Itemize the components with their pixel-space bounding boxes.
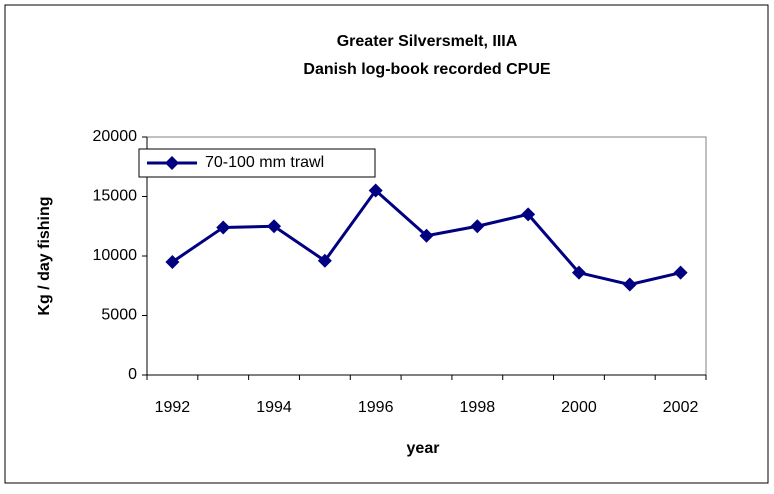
chart-frame: [4, 4, 769, 484]
y-tick-label: 10000: [93, 247, 138, 264]
y-axis-label: Kg / day fishing: [36, 196, 53, 315]
y-tick-label: 5000: [101, 307, 137, 324]
x-tick-label: 2002: [663, 399, 699, 416]
y-tick-label: 20000: [93, 128, 138, 145]
marker: [622, 277, 637, 292]
marker: [673, 265, 688, 280]
marker: [165, 254, 180, 269]
x-tick-label: 1994: [256, 399, 292, 416]
x-tick-label: 1992: [155, 399, 191, 416]
legend-marker: [165, 156, 179, 170]
y-tick-label: 15000: [93, 188, 138, 205]
plot-border: [147, 136, 707, 375]
marker: [521, 207, 536, 222]
y-tick-label: 0: [128, 366, 137, 383]
marker: [470, 219, 485, 234]
marker: [368, 183, 383, 198]
marker: [419, 228, 434, 243]
marker: [571, 265, 586, 280]
marker: [317, 253, 332, 268]
legend-label: 70-100 mm trawl: [205, 154, 324, 171]
chart-title: Greater Silversmelt, IIIA: [337, 33, 518, 50]
marker: [267, 219, 282, 234]
marker: [216, 220, 231, 235]
chart-subtitle: Danish log-book recorded CPUE: [303, 61, 550, 78]
legend-box: [138, 148, 376, 178]
x-tick-label: 1998: [460, 399, 496, 416]
x-tick-label: 1996: [358, 399, 394, 416]
x-tick-label: 2000: [561, 399, 597, 416]
x-axis-label: year: [407, 440, 440, 457]
